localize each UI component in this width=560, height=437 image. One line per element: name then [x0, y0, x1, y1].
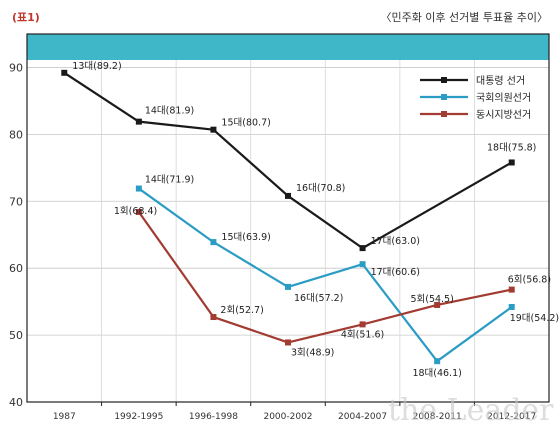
y-tick-label: 40 — [9, 396, 23, 409]
data-label: 6회(56.8) — [508, 275, 551, 286]
legend-label: 대통령 선거 — [476, 75, 525, 87]
plot-background — [27, 34, 549, 60]
data-label: 17대(63.0) — [371, 236, 420, 247]
watermark: the Leader — [388, 393, 554, 428]
data-point — [135, 208, 142, 215]
data-label: 1회(68.4) — [114, 206, 157, 217]
data-point — [508, 286, 515, 293]
data-point — [508, 303, 515, 310]
data-label: 14대(71.9) — [145, 175, 194, 186]
data-label: 2회(52.7) — [220, 305, 263, 316]
data-point — [508, 159, 515, 166]
data-point — [135, 185, 142, 192]
x-tick-label: 2012-2017 — [487, 412, 536, 422]
plot-frame — [26, 33, 550, 403]
y-tick-label: 90 — [9, 61, 23, 74]
legend-label: 동시지방선거 — [476, 109, 531, 121]
data-point — [285, 283, 291, 290]
data-label: 15대(63.9) — [221, 232, 270, 243]
data-label: 4회(51.6) — [341, 329, 384, 340]
grid-lines — [27, 60, 549, 402]
y-tick-label: 80 — [9, 128, 23, 141]
data-point — [359, 245, 366, 252]
table-number-label: (표1) — [12, 11, 40, 24]
legend-swatch-marker — [441, 111, 447, 117]
data-label: 17대(60.6) — [371, 267, 420, 278]
y-tick-label: 60 — [9, 262, 23, 275]
data-point — [285, 192, 291, 199]
data-label: 18대(75.8) — [487, 142, 536, 153]
series-line — [138, 187, 513, 363]
legend-swatch-marker — [441, 77, 447, 83]
x-tick-label: 2000-2002 — [263, 412, 312, 422]
y-tick-label: 70 — [9, 195, 23, 208]
series-line — [63, 71, 513, 250]
data-point — [135, 118, 142, 125]
data-point — [210, 239, 217, 246]
x-tick-label: 1992-1995 — [114, 412, 163, 422]
data-point — [210, 126, 217, 133]
x-tick-label: 2008-2011 — [413, 412, 462, 422]
x-tick-label: 1987 — [53, 412, 76, 422]
y-tick-label: 50 — [9, 329, 23, 342]
watermark-layer: the Leader — [388, 393, 554, 428]
data-label: 14대(81.9) — [145, 106, 194, 117]
data-label: 5회(54.5) — [410, 294, 453, 305]
data-label: 15대(80.7) — [221, 118, 270, 129]
legend-swatch-marker — [441, 94, 447, 100]
data-point — [210, 314, 217, 321]
data-label: 18대(46.1) — [412, 368, 461, 379]
series-layer — [61, 69, 515, 365]
data-point — [359, 261, 366, 268]
chart-title: 〈민주화 이후 선거별 투표율 추이〉 — [380, 11, 548, 24]
x-tick-label: 1996-1998 — [189, 412, 238, 422]
data-point — [434, 358, 441, 365]
data-label: 16대(70.8) — [296, 183, 345, 194]
data-point — [359, 321, 366, 328]
data-point — [61, 69, 68, 76]
header-band — [27, 34, 549, 60]
axes: 40 50 60 70 80 90 1987 1992-1995 1996-1998 2000-2… — [9, 33, 550, 422]
data-label: 16대(57.2) — [294, 293, 343, 304]
data-point — [434, 301, 441, 308]
legend-label: 국회의원선거 — [476, 92, 531, 104]
x-tick-label: 2004-2007 — [338, 412, 387, 422]
data-label: 13대(89.2) — [72, 61, 121, 72]
data-labels: 13대(89.2) 14대(81.9) 15대(80.7) 16대(70.8) 17대(… — [72, 61, 559, 379]
data-point — [285, 339, 291, 346]
series-line — [137, 211, 512, 344]
data-label: 19대(54.2) — [510, 313, 559, 324]
data-label: 3회(48.9) — [291, 347, 334, 358]
